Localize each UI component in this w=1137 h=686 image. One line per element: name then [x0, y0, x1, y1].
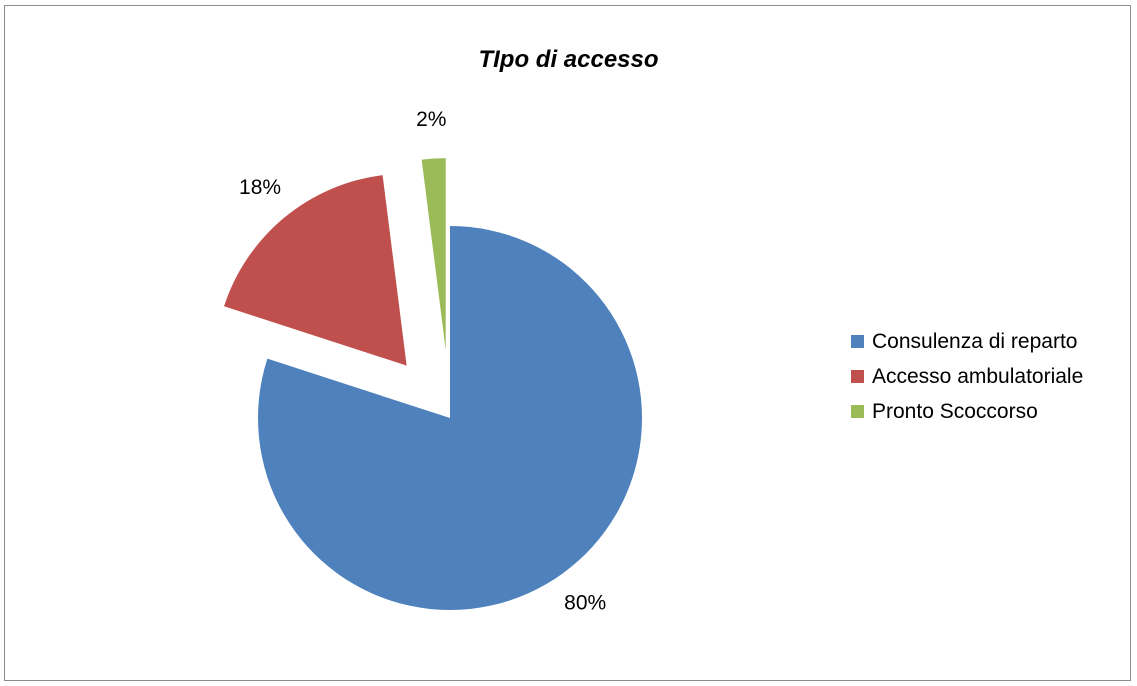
legend-swatch [851, 335, 864, 348]
legend: Consulenza di reparto Accesso ambulatori… [851, 324, 1083, 429]
chart-title: TIpo di accesso [478, 46, 659, 73]
pie-slice-accesso-ambulatoriale [224, 175, 407, 366]
legend-label: Pronto Scoccorso [872, 399, 1038, 423]
legend-item-pronto-soccorso: Pronto Scoccorso [851, 394, 1083, 429]
pie-chart: 80% 18% 2% [224, 108, 642, 615]
pie-data-labels: 80% 18% 2% [239, 108, 606, 614]
data-label-consulenza-di-reparto: 80% [564, 592, 606, 615]
data-label-accesso-ambulatoriale: 18% [239, 176, 281, 199]
legend-label: Consulenza di reparto [872, 329, 1078, 353]
legend-swatch [851, 405, 864, 418]
legend-item-ambulatoriale: Accesso ambulatoriale [851, 359, 1083, 394]
chart-area: TIpo di accesso 80% 18% 2% Consulenza di r… [4, 5, 1131, 681]
pie-slice-consulenza-di-reparto [258, 226, 642, 610]
pie-slices [224, 158, 642, 610]
legend-swatch [851, 370, 864, 383]
data-label-pronto-scoccorso: 2% [416, 108, 446, 131]
legend-item-consulenza: Consulenza di reparto [851, 324, 1083, 359]
legend-label: Accesso ambulatoriale [872, 364, 1084, 388]
pie-slice-pronto-scoccorso [421, 158, 446, 351]
